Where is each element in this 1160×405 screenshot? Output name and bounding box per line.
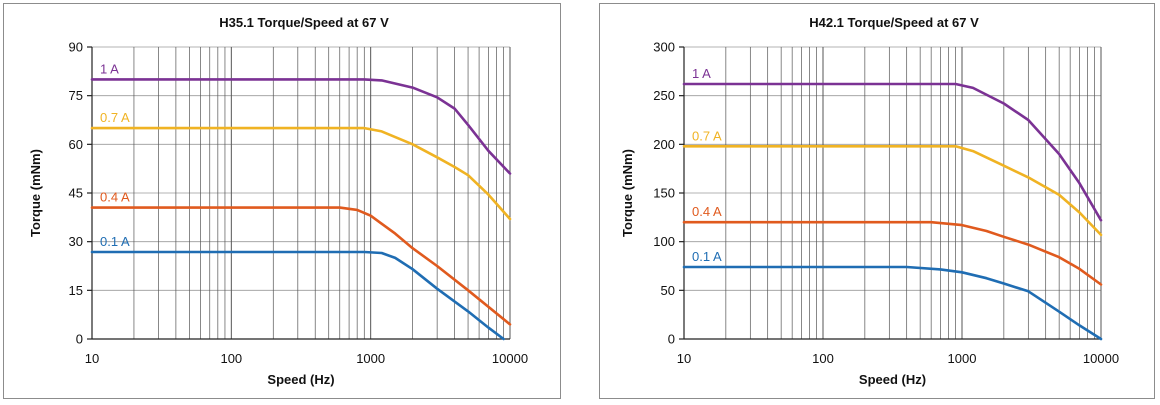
c0-series-label-1: 0.7 A [100, 110, 130, 125]
c1-x-tick-label-1: 100 [812, 351, 834, 366]
c0-x-axis-label: Speed (Hz) [267, 372, 334, 387]
c1-series-label-1: 0.7 A [692, 128, 722, 143]
c1-x-tick-label-2: 1000 [948, 351, 977, 366]
c1-x-tick-label-0: 10 [677, 351, 691, 366]
c1-y-tick-label-2: 100 [653, 234, 675, 249]
c0-y-tick-label-1: 15 [69, 283, 83, 298]
c0-y-tick-label-6: 90 [69, 40, 83, 55]
c0-x-tick-label-2: 1000 [356, 351, 385, 366]
c0-series-line-1 [90, 126, 512, 221]
chart-canvas-h35: 0 15 30 45 60 75 90 10 100 1000 10000 H35.1 Torque/… [28, 15, 528, 387]
c0-series-line-3 [90, 250, 505, 341]
c1-y-tick-label-3: 150 [653, 186, 675, 201]
c1-series-line-0 [682, 82, 1103, 222]
c1-y-axis-label: Torque (mNm) [620, 149, 635, 237]
c0-series-label-0: 1 A [100, 61, 119, 76]
c0-x-tick-label-0: 10 [85, 351, 99, 366]
c1-y-tick-label-6: 300 [653, 40, 675, 55]
c0-series-line-2 [90, 206, 512, 326]
c0-y-tick-label-2: 30 [69, 234, 83, 249]
c0-chart-title: H35.1 Torque/Speed at 67 V [219, 15, 389, 30]
c1-series-line-3 [682, 265, 1103, 341]
torque-speed-chart-h42: 0 50 100 150 200 250 300 10 100 1000 10000 H42.1 To… [599, 3, 1155, 399]
c1-x-axis-label: Speed (Hz) [859, 372, 926, 387]
torque-speed-chart-h35: 0 15 30 45 60 75 90 10 100 1000 10000 H35.1 Torque/… [3, 3, 561, 399]
c0-y-tick-label-0: 0 [76, 332, 83, 347]
c0-series-label-2: 0.4 A [100, 190, 130, 205]
c1-series-label-0: 1 A [692, 66, 711, 81]
c1-chart-title: H42.1 Torque/Speed at 67 V [809, 15, 979, 30]
c0-y-tick-label-5: 75 [69, 88, 83, 103]
c1-y-tick-label-5: 250 [653, 88, 675, 103]
c0-y-tick-label-3: 45 [69, 186, 83, 201]
c1-y-tick-label-1: 50 [661, 283, 675, 298]
c0-y-tick-label-4: 60 [69, 137, 83, 152]
c1-series-line-1 [682, 145, 1103, 237]
c1-series-label-2: 0.4 A [692, 204, 722, 219]
c1-y-tick-label-4: 200 [653, 137, 675, 152]
c0-series-label-3: 0.1 A [100, 234, 130, 249]
chart-canvas-h42: 0 50 100 150 200 250 300 10 100 1000 10000 H42.1 To… [620, 15, 1119, 387]
c1-series-line-2 [682, 220, 1103, 286]
c1-y-tick-label-0: 0 [668, 332, 675, 347]
c0-x-tick-label-3: 10000 [492, 351, 528, 366]
c1-series-label-3: 0.1 A [692, 249, 722, 264]
c0-y-axis-label: Torque (mNm) [28, 149, 43, 237]
c1-x-tick-label-3: 10000 [1083, 351, 1119, 366]
c0-series-line-0 [90, 78, 512, 175]
c0-x-tick-label-1: 100 [220, 351, 242, 366]
